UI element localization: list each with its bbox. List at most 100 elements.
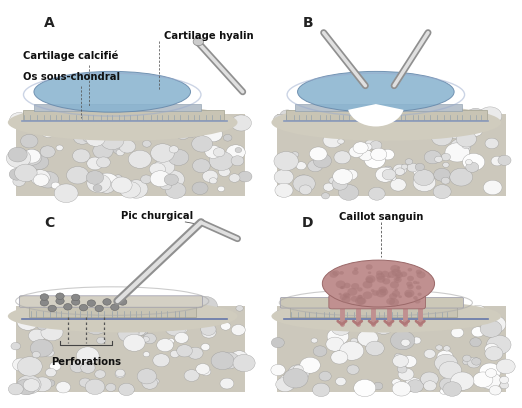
Circle shape (296, 162, 306, 170)
Circle shape (341, 286, 345, 289)
Circle shape (416, 286, 421, 290)
Circle shape (466, 162, 479, 172)
Circle shape (124, 180, 148, 198)
Circle shape (319, 371, 331, 381)
Circle shape (278, 375, 298, 390)
Ellipse shape (8, 104, 238, 141)
Circle shape (171, 313, 189, 328)
Circle shape (392, 290, 400, 297)
Circle shape (346, 345, 354, 352)
Circle shape (462, 359, 470, 365)
Circle shape (184, 370, 199, 381)
Circle shape (295, 175, 311, 187)
Circle shape (401, 339, 410, 346)
Circle shape (434, 168, 450, 181)
Circle shape (398, 113, 418, 129)
Circle shape (323, 133, 342, 148)
Circle shape (456, 131, 477, 147)
Circle shape (73, 149, 90, 163)
Circle shape (331, 320, 351, 335)
Circle shape (332, 178, 348, 190)
Circle shape (160, 181, 172, 190)
FancyBboxPatch shape (29, 305, 196, 317)
Circle shape (79, 378, 91, 387)
Circle shape (382, 169, 396, 180)
Circle shape (23, 379, 40, 392)
Circle shape (358, 330, 378, 346)
Circle shape (41, 146, 50, 154)
Circle shape (30, 170, 50, 185)
Circle shape (357, 295, 362, 299)
Circle shape (221, 322, 231, 330)
Circle shape (351, 338, 358, 344)
Circle shape (384, 116, 406, 132)
Circle shape (358, 295, 363, 299)
Circle shape (393, 164, 407, 175)
Circle shape (293, 304, 306, 315)
Circle shape (376, 271, 383, 276)
Circle shape (307, 160, 323, 172)
Circle shape (392, 379, 401, 386)
Circle shape (95, 305, 103, 312)
Circle shape (177, 345, 193, 357)
Circle shape (392, 268, 401, 276)
Circle shape (297, 117, 317, 133)
Circle shape (218, 186, 224, 192)
Circle shape (483, 315, 506, 333)
Circle shape (56, 293, 64, 299)
Circle shape (226, 145, 245, 160)
Circle shape (404, 289, 414, 297)
Circle shape (118, 299, 127, 305)
Circle shape (93, 143, 113, 159)
Circle shape (291, 152, 299, 157)
Circle shape (152, 379, 159, 384)
Circle shape (500, 376, 509, 384)
Circle shape (339, 293, 342, 295)
Circle shape (390, 281, 399, 288)
Circle shape (151, 113, 162, 122)
Circle shape (136, 131, 144, 136)
Circle shape (17, 313, 39, 330)
Circle shape (389, 298, 399, 306)
Circle shape (407, 284, 414, 289)
Circle shape (209, 127, 220, 136)
Circle shape (188, 347, 203, 359)
Text: D: D (302, 216, 314, 230)
Ellipse shape (298, 71, 454, 112)
Circle shape (397, 366, 407, 373)
Circle shape (451, 328, 464, 338)
Circle shape (428, 114, 453, 133)
Circle shape (193, 297, 218, 316)
Circle shape (469, 126, 482, 136)
Circle shape (45, 368, 56, 377)
Circle shape (378, 286, 387, 293)
Circle shape (382, 278, 390, 284)
Circle shape (450, 139, 471, 155)
Circle shape (370, 141, 382, 150)
Circle shape (407, 276, 414, 281)
Circle shape (112, 143, 126, 154)
Circle shape (76, 347, 99, 365)
Circle shape (192, 310, 203, 319)
Circle shape (433, 184, 451, 199)
Circle shape (470, 338, 481, 347)
Circle shape (73, 153, 80, 159)
Circle shape (479, 372, 501, 389)
Circle shape (56, 298, 64, 304)
Circle shape (84, 317, 97, 328)
Circle shape (472, 358, 481, 365)
Circle shape (489, 386, 502, 395)
Circle shape (238, 171, 252, 182)
Circle shape (41, 126, 55, 137)
Circle shape (329, 271, 338, 278)
Circle shape (17, 375, 41, 394)
Circle shape (390, 331, 415, 350)
Circle shape (128, 150, 151, 168)
Circle shape (440, 388, 448, 394)
Circle shape (339, 184, 359, 200)
Circle shape (352, 270, 359, 275)
Circle shape (351, 283, 359, 289)
Circle shape (175, 333, 188, 343)
Circle shape (33, 377, 52, 392)
Circle shape (162, 170, 184, 188)
